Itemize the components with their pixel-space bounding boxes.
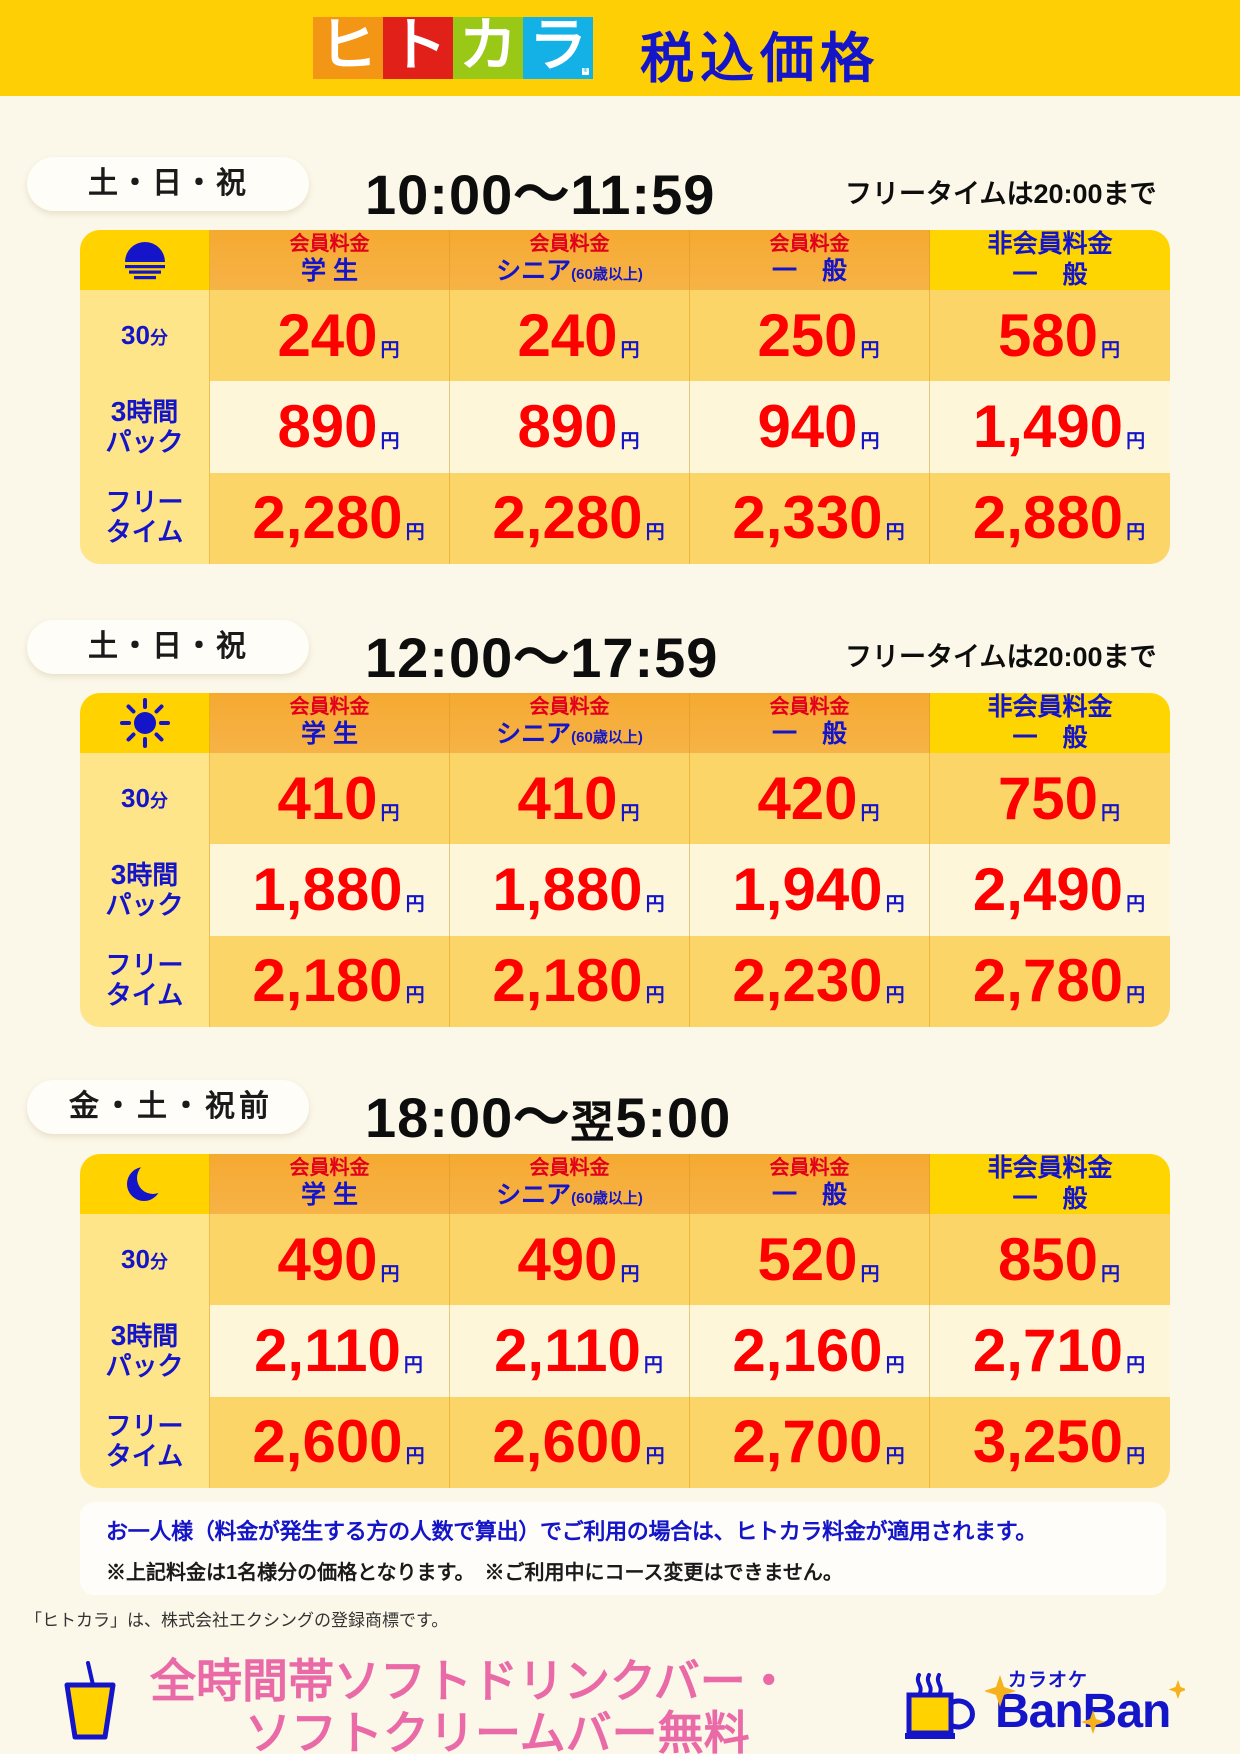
svg-text:ラ: ラ bbox=[529, 17, 587, 78]
svg-text:カ: カ bbox=[459, 17, 517, 78]
svg-text:ト: ト bbox=[389, 17, 447, 78]
svg-text:ヒ: ヒ bbox=[319, 17, 377, 78]
